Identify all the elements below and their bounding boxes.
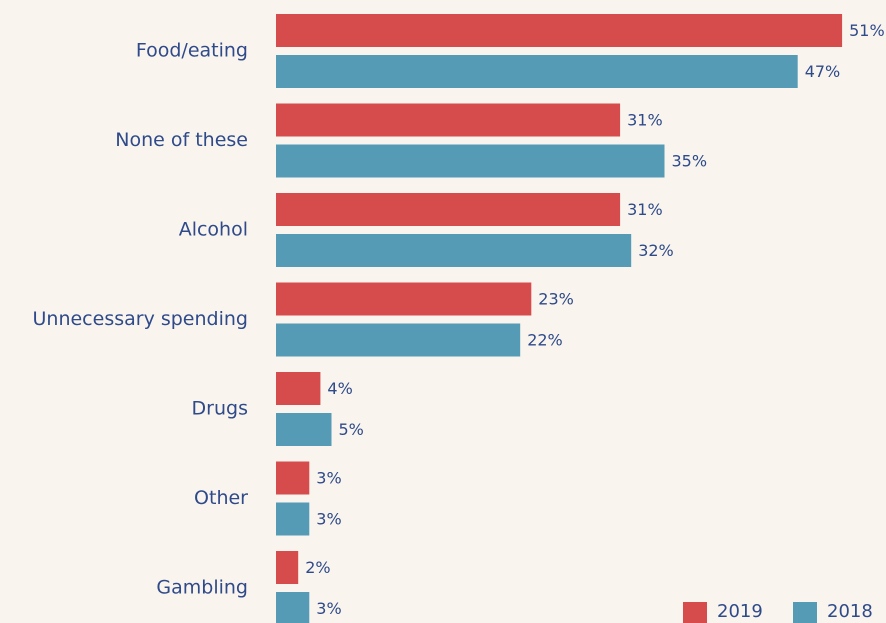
bar [276, 413, 332, 446]
value-label: 51% [849, 21, 885, 40]
category-label: Gambling [156, 577, 248, 599]
bar [276, 502, 310, 536]
bar [276, 14, 843, 47]
legend-label: 2019 [717, 601, 763, 622]
category-label: Alcohol [179, 219, 248, 241]
bar [276, 193, 621, 226]
bar [276, 55, 798, 88]
bar [276, 144, 665, 178]
category-label: Drugs [192, 398, 248, 420]
category-label: Other [194, 487, 248, 509]
bar [276, 282, 532, 316]
bar [276, 592, 310, 623]
value-label: 22% [527, 331, 563, 350]
value-label: 31% [627, 200, 663, 219]
bar [276, 551, 299, 584]
bar [276, 461, 310, 495]
value-label: 5% [339, 420, 364, 439]
legend-swatch [793, 602, 817, 623]
value-label: 3% [316, 469, 341, 488]
bar [276, 372, 321, 405]
bar [276, 234, 632, 267]
value-label: 32% [638, 241, 674, 260]
legend-label: 2018 [827, 601, 873, 622]
value-label: 23% [538, 290, 574, 309]
value-label: 2% [305, 558, 330, 577]
bar [276, 323, 521, 357]
value-label: 35% [672, 152, 708, 171]
value-label: 47% [805, 62, 841, 81]
value-label: 4% [327, 379, 352, 398]
category-label: None of these [115, 129, 248, 151]
category-label: Unnecessary spending [33, 308, 249, 330]
legend-swatch [683, 602, 707, 623]
bar [276, 103, 621, 137]
value-label: 3% [316, 510, 341, 529]
value-label: 3% [316, 599, 341, 618]
value-label: 31% [627, 111, 663, 130]
category-label: Food/eating [136, 40, 248, 62]
